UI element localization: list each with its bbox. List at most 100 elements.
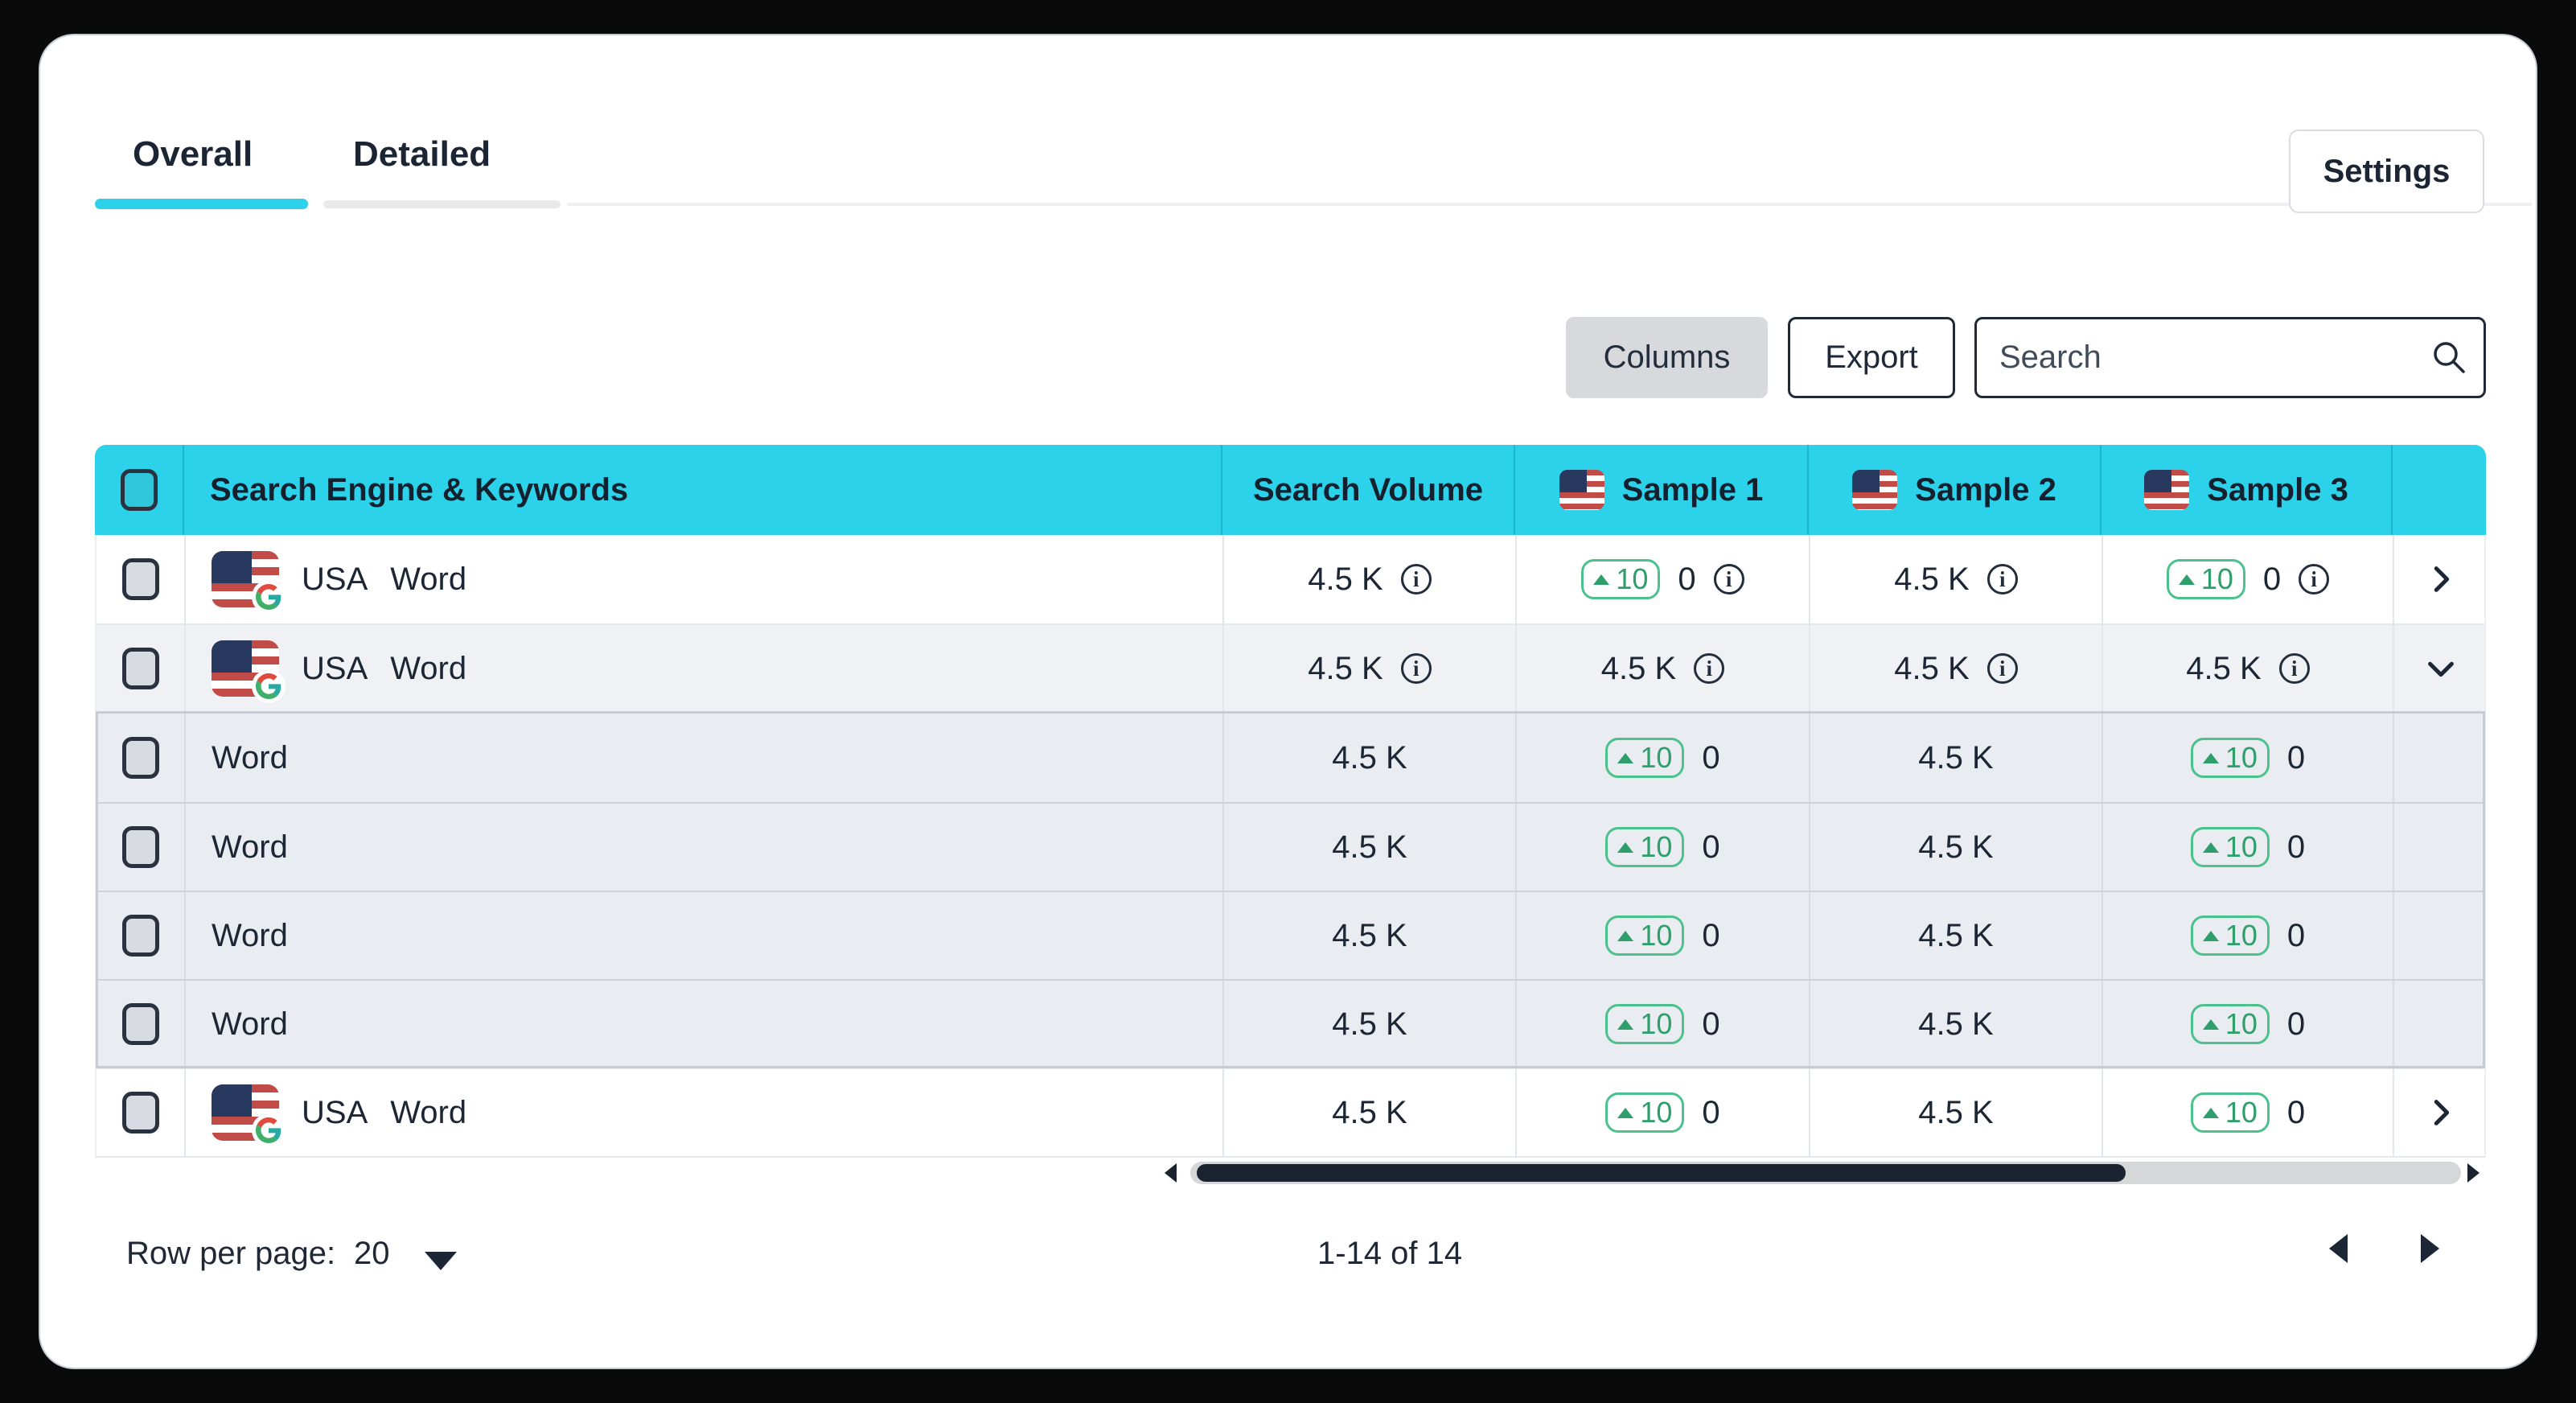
collapse-chevron-down-icon[interactable] xyxy=(2422,650,2459,687)
table-row: Word 4.5 K 10 0 4.5 K 10 0 xyxy=(97,891,2484,979)
table-row: USA Word 4.5 K 10 0 4.5 K 10 0 xyxy=(97,1068,2484,1156)
tab-overall[interactable]: Overall xyxy=(133,134,253,174)
delta-value: 10 xyxy=(2225,1096,2258,1129)
row-checkbox[interactable] xyxy=(121,648,159,689)
keyword-label: Word xyxy=(212,1006,288,1042)
triangle-up-icon xyxy=(2202,930,2219,941)
cell-value: 4.5 K xyxy=(1894,650,1970,686)
horizontal-scrollbar-track[interactable] xyxy=(1190,1162,2461,1184)
hscroll-right-arrow-icon[interactable] xyxy=(2467,1163,2479,1183)
search-icon xyxy=(2434,342,2465,373)
select-all-checkbox[interactable] xyxy=(120,469,158,511)
delta-badge: 10 xyxy=(2190,738,2270,778)
triangle-up-icon xyxy=(2202,1018,2219,1030)
delta-badge: 10 xyxy=(1605,1092,1685,1133)
cell-value: 0 xyxy=(2286,829,2306,865)
info-icon[interactable]: i xyxy=(1986,564,2018,595)
delta-badge: 10 xyxy=(2190,1004,2270,1044)
settings-button[interactable]: Settings xyxy=(2289,130,2484,213)
export-button[interactable]: Export xyxy=(1788,317,1955,398)
header-keywords: Search Engine & Keywords xyxy=(210,471,629,508)
cell-value: 4.5 K xyxy=(1308,561,1383,597)
header-sample-2: Sample 2 xyxy=(1915,471,2056,508)
keyword-label: Word xyxy=(212,829,288,865)
expanded-subrows-group: Word 4.5 K 10 0 4.5 K 10 0 Word 4.5 K 10 0 4.5 K 10 0… xyxy=(96,711,2485,1068)
search-input[interactable] xyxy=(1974,317,2486,398)
expand-chevron-right-icon[interactable] xyxy=(2422,1094,2459,1131)
delta-value: 10 xyxy=(1640,830,1673,863)
cell-value: 4.5 K xyxy=(1600,650,1677,686)
cell-value: 0 xyxy=(2262,561,2282,597)
next-page-button[interactable] xyxy=(2421,1234,2439,1263)
triangle-up-icon xyxy=(1617,841,1634,853)
info-icon[interactable]: i xyxy=(1986,653,2018,684)
country-label: USA xyxy=(302,650,368,686)
rows-per-page-value[interactable]: 20 xyxy=(354,1236,390,1271)
cell-value: 0 xyxy=(1702,917,1720,953)
cell-value: 0 xyxy=(2286,1006,2306,1042)
google-g-icon xyxy=(252,580,286,614)
delta-value: 10 xyxy=(1640,1007,1673,1040)
cell-value: 0 xyxy=(2286,917,2306,953)
keyword-label: Word xyxy=(390,561,467,597)
cell-value: 0 xyxy=(1702,829,1720,865)
keywords-table: Search Engine & Keywords Search Volume S… xyxy=(95,445,2486,1158)
google-usa-flag-icon xyxy=(212,551,286,614)
keyword-label: Word xyxy=(212,917,288,953)
triangle-up-icon xyxy=(2202,841,2219,853)
tab-detailed[interactable]: Detailed xyxy=(353,134,491,174)
google-usa-flag-icon xyxy=(212,1084,286,1147)
cell-value: 0 xyxy=(2286,1094,2306,1130)
cell-value: 4.5 K xyxy=(1332,1094,1407,1130)
info-icon[interactable]: i xyxy=(1400,564,1432,595)
delta-value: 10 xyxy=(1640,919,1673,952)
cell-value: 4.5 K xyxy=(1894,561,1970,597)
google-usa-flag-icon xyxy=(212,640,286,703)
horizontal-scrollbar-thumb[interactable] xyxy=(1197,1164,2126,1182)
row-checkbox[interactable] xyxy=(121,826,159,868)
info-icon[interactable]: i xyxy=(1713,564,1744,595)
search-box xyxy=(1974,317,2486,398)
previous-page-button[interactable] xyxy=(2329,1234,2348,1263)
info-icon[interactable]: i xyxy=(2299,564,2330,595)
table-row: Word 4.5 K 10 0 4.5 K 10 0 xyxy=(97,714,2484,802)
row-checkbox[interactable] xyxy=(121,737,159,779)
triangle-up-icon xyxy=(1617,752,1634,763)
header-sample-3: Sample 3 xyxy=(2207,471,2348,508)
info-icon[interactable]: i xyxy=(1400,653,1432,684)
delta-badge: 10 xyxy=(1605,1004,1685,1044)
us-flag-icon xyxy=(1559,470,1604,510)
info-icon[interactable]: i xyxy=(1694,653,1725,684)
delta-badge: 10 xyxy=(2190,1092,2270,1133)
google-g-icon xyxy=(252,1113,286,1147)
columns-button[interactable]: Columns xyxy=(1566,317,1768,398)
keyword-label: Word xyxy=(212,739,288,776)
expand-chevron-right-icon[interactable] xyxy=(2422,561,2459,598)
active-tab-underline xyxy=(95,199,308,209)
hscroll-left-arrow-icon[interactable] xyxy=(1165,1163,1177,1183)
row-checkbox[interactable] xyxy=(121,915,159,957)
cell-value: 0 xyxy=(1702,1094,1720,1130)
pagination-range-label: 1-14 of 14 xyxy=(1317,1236,1463,1271)
table-row: Word 4.5 K 10 0 4.5 K 10 0 xyxy=(97,802,2484,891)
google-g-icon xyxy=(252,669,286,703)
delta-badge: 10 xyxy=(1605,827,1685,867)
cell-value: 4.5 K xyxy=(1332,739,1407,776)
info-icon[interactable]: i xyxy=(2278,653,2310,684)
table-row: Word 4.5 K 10 0 4.5 K 10 0 xyxy=(97,979,2484,1068)
delta-value: 10 xyxy=(2225,830,2258,863)
keyword-label: Word xyxy=(390,1094,467,1130)
cell-value: 4.5 K xyxy=(1332,917,1407,953)
cell-value: 0 xyxy=(1702,1006,1720,1042)
delta-value: 10 xyxy=(2225,1007,2258,1040)
cell-value: 0 xyxy=(2286,739,2306,776)
rows-per-page-caret-down-icon[interactable] xyxy=(425,1252,457,1270)
cell-value: 0 xyxy=(1678,561,1696,597)
delta-badge: 10 xyxy=(2166,559,2245,599)
row-checkbox[interactable] xyxy=(121,558,159,600)
row-checkbox[interactable] xyxy=(121,1003,159,1045)
row-checkbox[interactable] xyxy=(121,1092,159,1134)
